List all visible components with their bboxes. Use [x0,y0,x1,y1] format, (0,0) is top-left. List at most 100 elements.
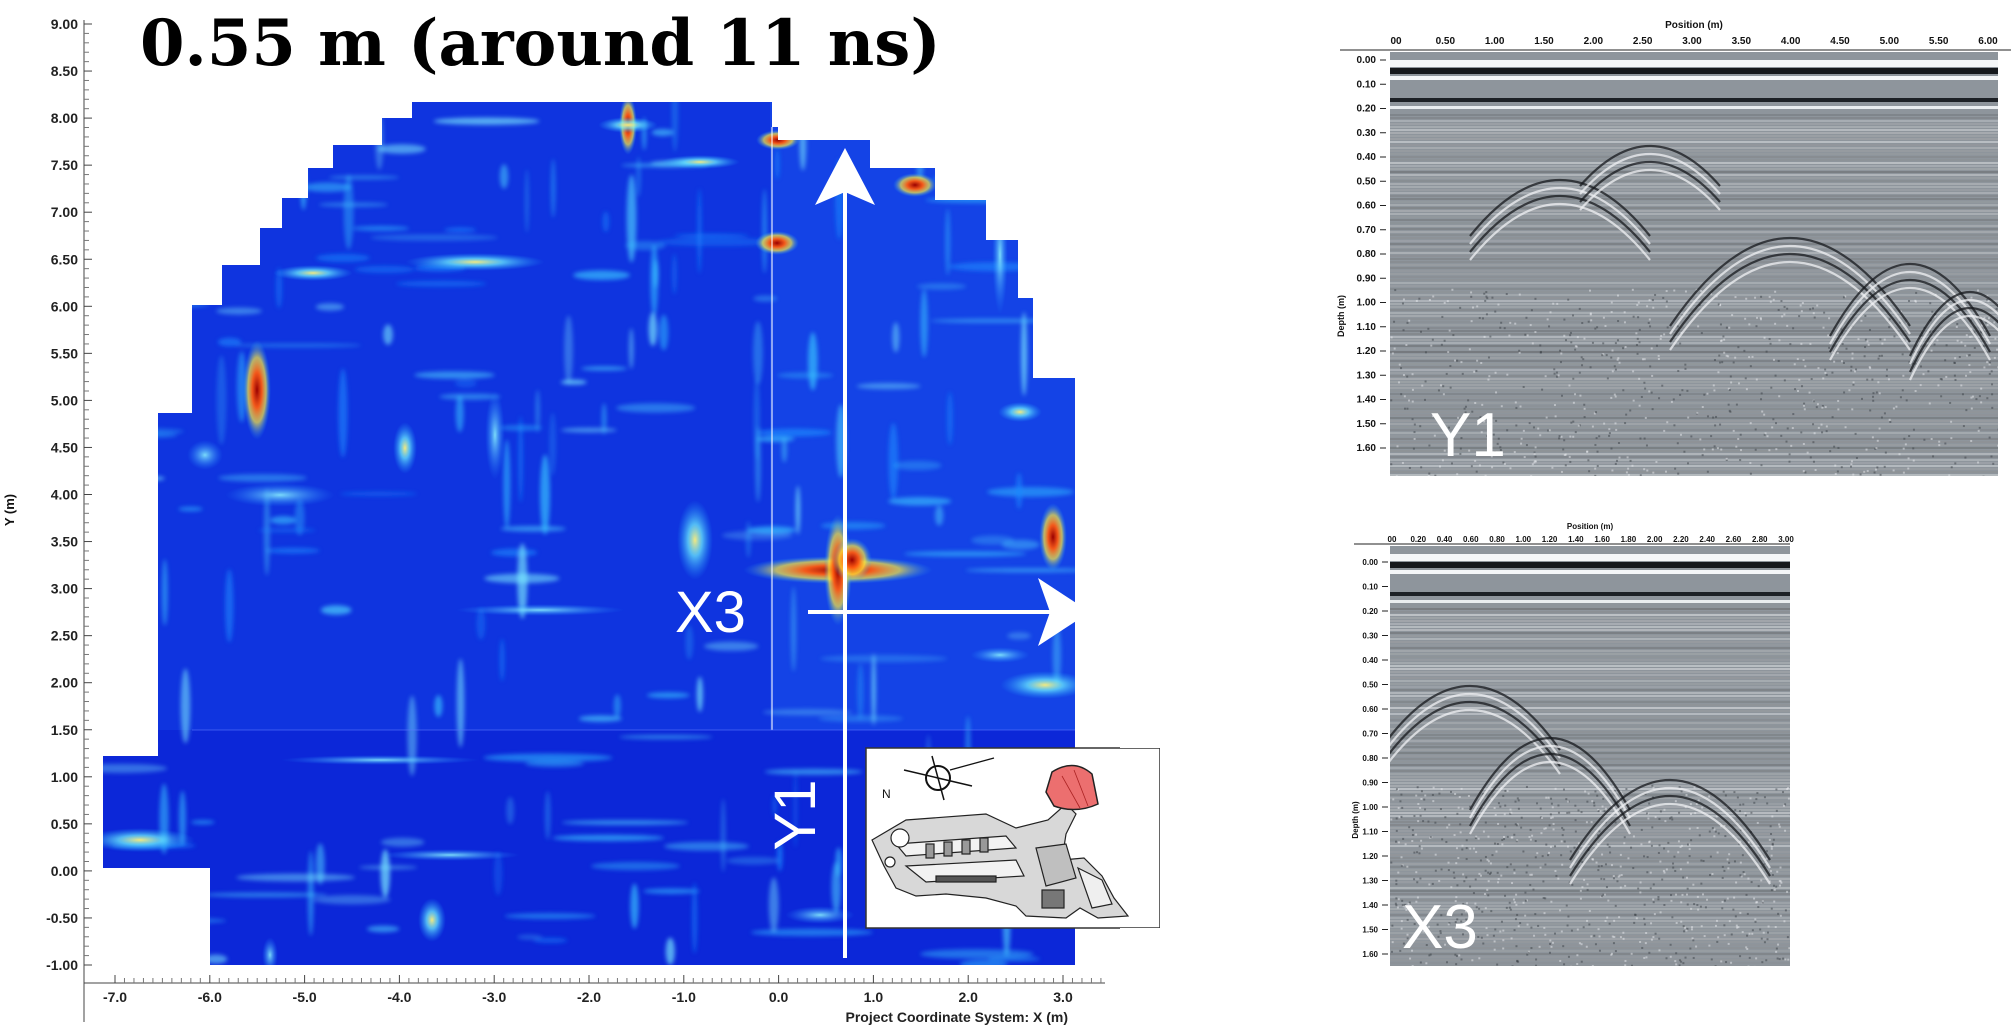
map-title: 0.55 m (around 11 ns) [140,6,941,81]
radargram_y1-y-tick-label: 0.80 [1357,249,1377,260]
compass-icon: N [882,755,995,801]
map-y-tick-label: 1.00 [51,769,78,785]
map-y-tick-label: 0.50 [51,816,78,832]
depth-slice-map: 9.00 8.50 8.00 7.50 7.00 6.50 6.00 5.50 5.00 4.50… [2,16,1120,1025]
map-x-tick-label: -5.0 [293,989,317,1005]
y1-image [1390,52,1998,482]
x3-y-ticks: 0.00 0.10 0.20 0.30 0.40 0.50 0.60 0.70 0.80 0.90… [1362,558,1388,959]
radargram_x3-x-tick-label: 1.60 [1594,535,1610,544]
map-x-tick-label: -4.0 [387,989,411,1005]
radargram-y1: Position (m) 00 0.50 1.00 1.50 2.00 2.50 3.00 3… [1336,20,2011,482]
radargram_x3-x-tick-label: 0.40 [1437,535,1453,544]
map-y-tick-label: 3.50 [51,534,78,550]
radargram_y1-y-tick-label: 1.20 [1357,346,1377,357]
radargram_y1-y-tick-label: 1.10 [1357,322,1377,333]
radargram_x3-y-tick-label: 1.40 [1362,901,1378,910]
radargram-x3-panel: Position (m) 00 0.20 0.40 0.60 0.80 1.00 1.20 1… [1350,520,1800,980]
map-x-tick-label: -1.0 [672,989,696,1005]
y1-x-ticks: 00 0.50 1.00 1.50 2.00 2.50 3.00 3.50 4.00 4.50 5.… [1390,36,1998,47]
radargram_y1-y-tick-label: 0.30 [1357,128,1377,139]
anomaly-hotspots [103,102,1075,965]
radargram_x3-y-tick-label: 0.40 [1362,656,1378,665]
radargram_x3-x-tick-label: 1.00 [1516,535,1532,544]
map-x-tick-label: 2.0 [958,989,978,1005]
map-y-tick-label: 4.00 [51,487,78,503]
map-y-tick-label: 0.00 [51,863,78,879]
radargram_x3-x-tick-label: 2.40 [1699,535,1715,544]
radargram_y1-x-tick-label: 4.00 [1781,36,1801,47]
radargram_y1-y-tick-label: 0.90 [1357,273,1377,284]
radargram_x3-x-tick-label: 1.20 [1542,535,1558,544]
radargram_y1-y-tick-label: 0.60 [1357,201,1377,212]
map-x-tick-label: -2.0 [577,989,601,1005]
radargram_x3-x-tick-label: 1.40 [1568,535,1584,544]
radargram_y1-x-tick-label: 5.00 [1880,36,1900,47]
map-x-tick-label: -7.0 [103,989,127,1005]
radargram_x3-x-tick-label: 0.80 [1489,535,1505,544]
radargram_x3-y-tick-label: 1.00 [1362,803,1378,812]
radargram_x3-x-tick-label: 2.00 [1647,535,1663,544]
radargram_y1-x-tick-label: 3.00 [1682,36,1702,47]
radargram_x3-x-tick-label: 1.80 [1621,535,1637,544]
map-x-tick-label: -6.0 [198,989,222,1005]
radargram_x3-y-tick-label: 1.60 [1362,950,1378,959]
radargram_y1-y-tick-label: 1.40 [1357,395,1377,406]
radargram_y1-y-tick-label: 0.00 [1357,55,1377,66]
radargram_x3-x-tick-label: 0.60 [1463,535,1479,544]
map-y-tick-label: 2.00 [51,675,78,691]
north-label: N [882,787,891,801]
radargram_x3-y-tick-label: 0.20 [1362,607,1378,616]
radargram_x3-y-tick-label: 0.00 [1362,558,1378,567]
radargram_x3-y-tick-label: 1.10 [1362,828,1378,837]
map-y-ticks: 9.00 8.50 8.00 7.50 7.00 6.50 6.00 5.50 5.00 4.50… [46,16,92,973]
radargram_x3-y-tick-label: 0.50 [1362,681,1378,690]
radargram_x3-y-tick-label: 0.60 [1362,705,1378,714]
radargram_x3-y-tick-label: 0.30 [1362,632,1378,641]
radargram-x3: Position (m) 00 0.20 0.40 0.60 0.80 1.00 1.20 1… [1351,522,1795,980]
radargram_y1-x-tick-label: 2.00 [1584,36,1604,47]
radargram_x3-x-tick-label: 0.20 [1410,535,1426,544]
radargram_y1-y-tick-label: 1.30 [1357,370,1377,381]
radargram_x3-y-tick-label: 1.30 [1362,877,1378,886]
radargram_x3-y-tick-label: 0.70 [1362,730,1378,739]
radargram_y1-x-tick-label: 4.50 [1830,36,1850,47]
site-plan-inset: N [866,748,1160,928]
map-y-tick-label: 8.00 [51,110,78,126]
building-plan [871,803,1130,919]
radargram_y1-x-tick-label: 1.00 [1485,36,1505,47]
radargram_x3-x-tick-label: 2.20 [1673,535,1689,544]
x3-label: X3 [1402,893,1478,962]
radargram_x3-x-tick-label: 00 [1388,535,1397,544]
radargram_x3-x-tick-label: 2.60 [1726,535,1742,544]
radargram_y1-x-tick-label: 1.50 [1534,36,1554,47]
profile-y1-arrowhead [815,148,875,205]
radargram_y1-y-tick-label: 1.00 [1357,298,1377,309]
radargram_y1-y-tick-label: 0.40 [1357,152,1377,163]
x3-x-ticks: 00 0.20 0.40 0.60 0.80 1.00 1.20 1.40 1.60 1.80 2.… [1388,535,1795,544]
map-y-tick-label: 3.00 [51,581,78,597]
map-y-tick-label: -1.00 [46,957,78,973]
map-x-tick-label: 3.0 [1053,989,1073,1005]
map-x-tick-label: -3.0 [482,989,506,1005]
radargram-y1-panel: Position (m) 00 0.50 1.00 1.50 2.00 2.50 3.00 3… [1330,16,2011,482]
radargram_y1-x-tick-label: 0.50 [1436,36,1456,47]
profile-x3-arrowhead [1038,578,1090,646]
radargram_y1-y-tick-label: 1.60 [1357,443,1377,454]
radargram_x3-y-tick-label: 0.80 [1362,754,1378,763]
radargram_y1-y-tick-label: 0.70 [1357,225,1377,236]
y1-x-axis-title: Position (m) [1665,20,1723,31]
radargram_x3-x-tick-label: 3.00 [1778,535,1794,544]
radargram_x3-y-tick-label: 0.10 [1362,583,1378,592]
radargram_y1-y-tick-label: 0.10 [1357,79,1377,90]
map-y-tick-label: 1.50 [51,722,78,738]
x3-y-axis-title: Depth (m) [1351,801,1360,839]
radargram_x3-x-tick-label: 2.80 [1752,535,1768,544]
profile-x3-label: X3 [675,580,746,645]
profile-y1-label: Y1 [763,780,828,851]
radargram_x3-y-tick-label: 1.20 [1362,852,1378,861]
map-x-tick-label: 0.0 [769,989,789,1005]
map-y-tick-label: 5.00 [51,392,78,408]
y1-y-ticks: 0.00 0.10 0.20 0.30 0.40 0.50 0.60 0.70 0.80 0.90… [1357,55,1386,454]
y1-y-axis-title: Depth (m) [1336,295,1346,337]
map-y-tick-label: -0.50 [46,910,78,926]
